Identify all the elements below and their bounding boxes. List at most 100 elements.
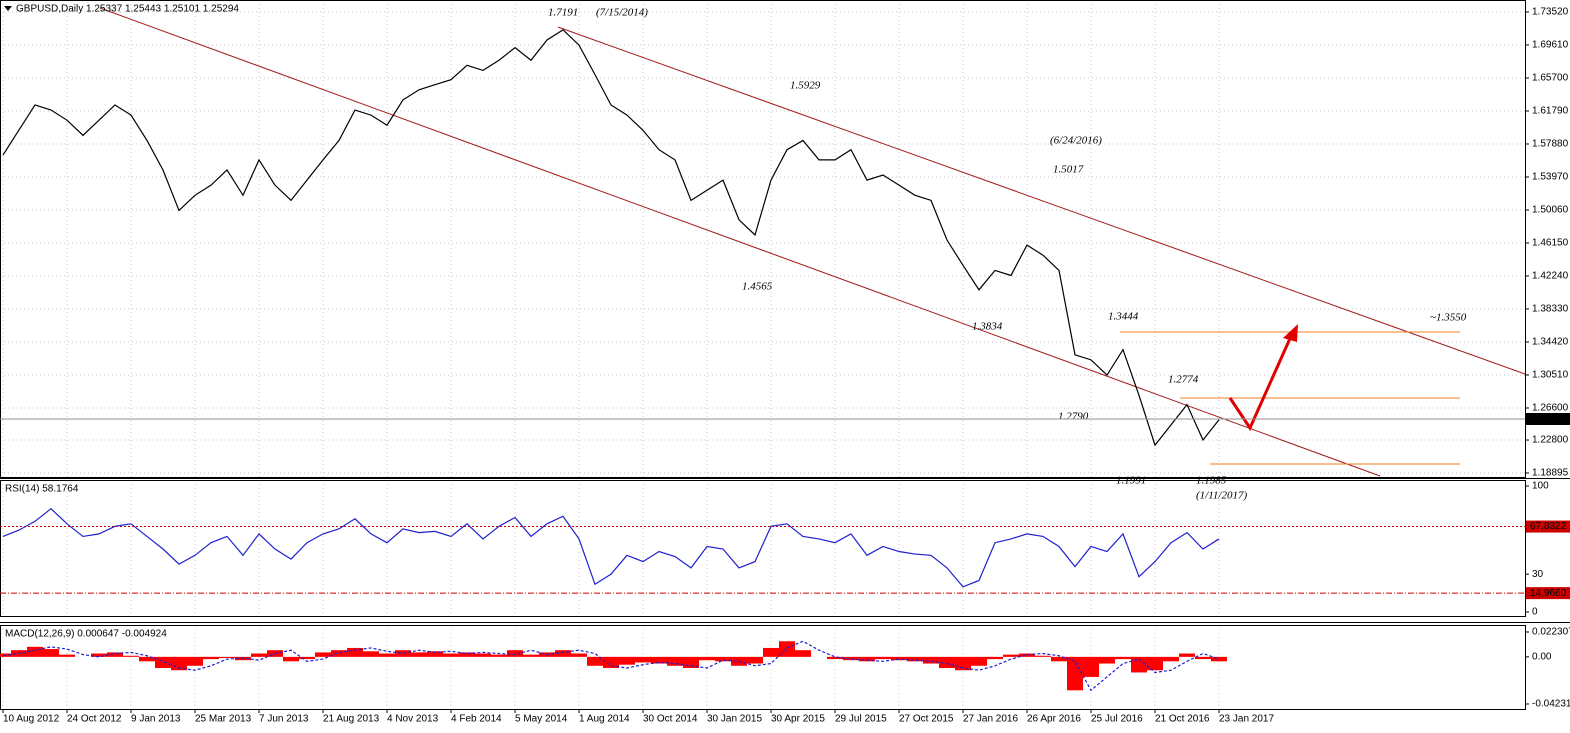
y-tick-label: 1.50060 [1532, 205, 1569, 216]
y-tick-label: 1.73520 [1532, 7, 1569, 18]
histogram-bar [923, 656, 939, 664]
y-tick-label: 0.00 [1532, 652, 1552, 663]
x-tick-label: 24 Oct 2012 [67, 714, 122, 725]
menu-arrow [4, 6, 12, 11]
annotation: (1/11/2017) [1196, 490, 1247, 502]
histogram-bar [571, 653, 587, 657]
histogram-bar [699, 656, 715, 661]
annotation: 1.3834 [972, 321, 1003, 333]
histogram-bar [1003, 654, 1019, 657]
x-tick-label: 4 Nov 2013 [387, 714, 439, 725]
histogram-bar [427, 651, 443, 657]
series-line [2, 29, 1220, 447]
y-tick-label: 1.22800 [1532, 435, 1569, 446]
y-tick-label: 1.38330 [1532, 304, 1569, 315]
histogram-bar [939, 656, 955, 669]
x-tick-label: 1 Aug 2014 [579, 714, 630, 725]
x-tick-label: 21 Oct 2016 [1155, 714, 1210, 725]
panel-title: GBPUSD,Daily 1.25337 1.25443 1.25101 1.2… [16, 4, 239, 15]
histogram-bar [1147, 656, 1163, 671]
histogram-bar [219, 656, 235, 658]
histogram-bar [715, 656, 731, 662]
panel-frame [0, 0, 1526, 478]
x-tick-label: 7 Jun 2013 [259, 714, 309, 725]
panel-title: MACD(12,26,9) 0.000647 -0.004924 [5, 629, 167, 640]
level-label-box [1526, 587, 1570, 600]
y-tick-label: 100 [1532, 481, 1549, 492]
histogram-bar [331, 650, 347, 657]
annotation: 1.3444 [1108, 311, 1139, 323]
x-tick-label: 30 Apr 2015 [771, 714, 825, 725]
y-tick-label: 1.53970 [1532, 172, 1569, 183]
panel-frame [0, 480, 1526, 617]
histogram-bar [395, 650, 411, 657]
x-tick-label: 4 Feb 2014 [451, 714, 502, 725]
histogram-bar [795, 650, 811, 657]
forecast-arrow [1228, 333, 1294, 432]
histogram-bar [1115, 656, 1131, 660]
x-tick-label: 5 May 2014 [515, 714, 568, 725]
histogram-bar [875, 656, 891, 660]
histogram-bar [411, 652, 427, 657]
histogram-bar [907, 656, 923, 662]
histogram-bar [523, 654, 539, 657]
histogram-bar [43, 649, 59, 657]
x-tick-label: 30 Oct 2014 [643, 714, 698, 725]
histogram-bar [475, 653, 491, 657]
annotation: (6/24/2016) [1050, 135, 1102, 147]
histogram-bar [91, 653, 107, 657]
histogram-bar [1067, 656, 1083, 691]
panel-frame [0, 625, 1526, 710]
histogram-bar [155, 656, 171, 669]
histogram-bar [443, 653, 459, 657]
y-tick-label: 1.34420 [1532, 337, 1569, 348]
histogram-bar [283, 656, 299, 662]
y-tick-label: 1.26600 [1532, 403, 1569, 414]
x-tick-label: 26 Apr 2016 [1027, 714, 1081, 725]
histogram-bar [1195, 656, 1211, 660]
histogram-bar [971, 656, 987, 666]
histogram-bar [203, 656, 219, 660]
histogram-bar [747, 656, 763, 664]
panel-title: RSI(14) 58.1764 [5, 484, 79, 495]
histogram-bar [955, 656, 971, 671]
histogram-bar [507, 650, 523, 657]
x-tick-label: 27 Oct 2015 [899, 714, 954, 725]
histogram-bar [603, 656, 619, 669]
x-tick-label: 25 Mar 2013 [195, 714, 252, 725]
histogram-bar [667, 656, 683, 666]
histogram-bar [859, 656, 875, 662]
y-tick-label: 1.69610 [1532, 40, 1569, 51]
annotation: 1.5017 [1053, 164, 1084, 176]
histogram-bar [347, 647, 363, 657]
histogram-bar [763, 647, 779, 657]
x-tick-label: 23 Jan 2017 [1219, 714, 1274, 725]
histogram-bar [843, 656, 859, 661]
level-label: 67.8322 [1530, 521, 1567, 532]
y-tick-label: 0 [1532, 607, 1538, 618]
y-tick-label: 1.18895 [1532, 468, 1569, 479]
histogram-bar [1051, 656, 1067, 662]
histogram-bar [891, 656, 907, 661]
x-tick-label: 25 Jul 2016 [1091, 714, 1143, 725]
level-label-box [1526, 520, 1570, 533]
annotation: 1.2790 [1058, 411, 1089, 423]
histogram-bar [1035, 655, 1051, 657]
histogram-bar [299, 656, 315, 660]
histogram-bar [107, 652, 123, 657]
histogram-bar [1019, 653, 1035, 657]
histogram-bar [187, 656, 203, 666]
y-tick-label: 1.57880 [1532, 139, 1569, 150]
histogram-bar [251, 653, 267, 657]
x-tick-label: 10 Aug 2012 [3, 714, 60, 725]
y-tick-label: 1.65700 [1532, 73, 1569, 84]
current-price-label: 1.25294 [1530, 414, 1567, 425]
y-tick-label: 30 [1532, 569, 1544, 580]
y-tick-label: 1.61790 [1532, 106, 1569, 117]
histogram-bar [379, 653, 395, 657]
series-line [2, 507, 1220, 588]
histogram-bar [779, 641, 795, 657]
histogram-bar [459, 652, 475, 657]
